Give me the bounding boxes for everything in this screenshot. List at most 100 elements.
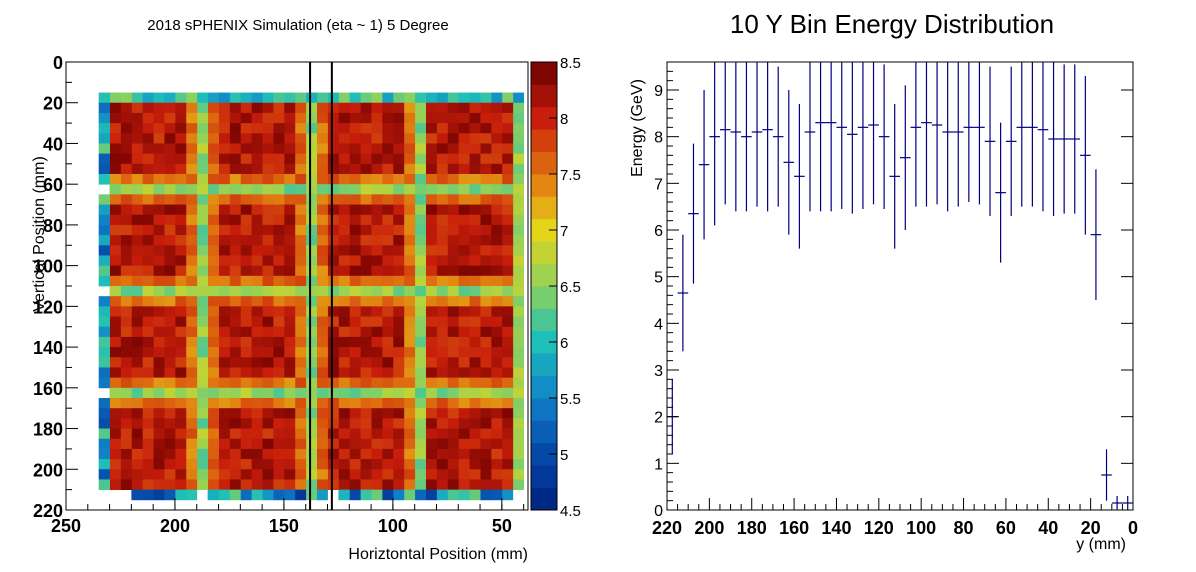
heatmap-cell	[469, 102, 481, 114]
heatmap-cell	[142, 92, 154, 104]
heatmap-y-tick-label: 200	[33, 460, 63, 480]
heatmap-cell	[294, 479, 307, 491]
heatmap-cell	[218, 479, 230, 491]
heatmap-cell	[512, 448, 525, 460]
heatmap-cell	[501, 214, 514, 226]
heatmap-cell	[294, 275, 307, 287]
energy-point	[847, 62, 858, 214]
heatmap-cell	[273, 469, 285, 480]
heatmap-cell	[480, 296, 492, 307]
heatmap-cell	[131, 275, 143, 287]
heatmap-cell	[392, 428, 405, 440]
heatmap-cell	[403, 469, 416, 480]
heatmap-cell	[153, 326, 165, 338]
heatmap-cell	[251, 377, 263, 389]
heatmap-cell	[436, 102, 448, 114]
heatmap-cell	[392, 143, 405, 155]
heatmap-cell	[153, 235, 165, 246]
heatmap-cell	[251, 408, 263, 419]
heatmap-cell	[458, 245, 470, 256]
heatmap-cell	[349, 153, 361, 165]
heatmap-cell	[469, 163, 481, 175]
heatmap-cell	[142, 448, 154, 460]
heatmap-cell	[425, 286, 437, 297]
heatmap-cell	[480, 367, 492, 379]
heatmap-cell	[109, 275, 121, 287]
heatmap-cell	[185, 377, 198, 389]
heatmap-cell	[371, 459, 383, 470]
heatmap-cell	[218, 347, 230, 358]
heatmap-cell	[512, 102, 525, 114]
heatmap-cell	[196, 448, 209, 460]
heatmap-cell	[196, 377, 209, 389]
heatmap-cell	[501, 153, 514, 165]
energy-point	[688, 143, 699, 284]
heatmap-cell	[305, 92, 318, 104]
heatmap-cell	[283, 306, 296, 317]
heatmap-cell	[251, 296, 263, 307]
heatmap-cell	[273, 306, 285, 317]
heatmap-cell	[229, 235, 241, 246]
energy-x-tick-label: 100	[906, 518, 936, 538]
colorbar-swatch	[531, 62, 557, 85]
energy-y-tick-label: 8	[654, 130, 663, 147]
heatmap-cell	[131, 459, 143, 470]
heatmap-cell	[142, 418, 154, 429]
heatmap-cell	[229, 469, 241, 480]
heatmap-cell	[196, 469, 209, 480]
heatmap-cell	[153, 214, 165, 226]
heatmap-cell	[98, 306, 110, 317]
heatmap-cell	[120, 357, 132, 368]
heatmap-cell	[120, 245, 132, 256]
heatmap-cell	[240, 255, 252, 267]
heatmap-cell	[273, 448, 285, 460]
heatmap-cell	[447, 255, 459, 267]
heatmap-cell	[98, 469, 110, 480]
heatmap-cell	[425, 143, 437, 155]
heatmap-cell	[490, 265, 503, 277]
heatmap-cell	[349, 255, 361, 267]
heatmap-cell	[436, 286, 448, 297]
heatmap-cell	[480, 377, 492, 389]
heatmap-cell	[360, 235, 372, 246]
heatmap-cell	[131, 255, 143, 267]
heatmap-x-tick-label: 50	[492, 516, 512, 536]
heatmap-cell	[185, 265, 198, 277]
heatmap-cell	[458, 479, 470, 491]
heatmap-cell	[174, 235, 187, 246]
heatmap-cell	[229, 133, 241, 144]
heatmap-cell	[251, 306, 263, 317]
heatmap-cell	[338, 163, 350, 175]
heatmap-cell	[196, 296, 209, 307]
heatmap-cell	[218, 489, 230, 501]
heatmap-cell	[469, 377, 481, 389]
heatmap-cell	[392, 479, 405, 491]
heatmap-cell	[120, 184, 132, 195]
heatmap-cell	[218, 428, 230, 440]
heatmap-cell	[185, 326, 198, 338]
heatmap-cell	[294, 448, 307, 460]
heatmap-cell	[207, 194, 219, 205]
heatmap-cell	[131, 245, 143, 256]
heatmap-cell	[207, 143, 219, 155]
heatmap-cell	[414, 469, 426, 480]
heatmap-cell	[164, 133, 176, 144]
heatmap-cell	[501, 265, 514, 277]
heatmap-cell	[501, 143, 514, 155]
heatmap-cell	[305, 459, 318, 470]
heatmap-cell	[164, 479, 176, 491]
heatmap-cell	[501, 377, 514, 389]
heatmap-cell	[469, 275, 481, 287]
heatmap-cell	[480, 306, 492, 317]
heatmap-cell	[109, 265, 121, 277]
heatmap-cell	[458, 275, 470, 287]
heatmap-cell	[262, 296, 274, 307]
heatmap-cell	[109, 143, 121, 155]
heatmap-cell	[360, 174, 372, 185]
heatmap-cell	[120, 438, 132, 450]
heatmap-cell	[120, 367, 132, 379]
heatmap-cell	[196, 438, 209, 450]
heatmap-cell	[98, 194, 110, 205]
heatmap-cell	[294, 347, 307, 358]
heatmap-cell	[240, 235, 252, 246]
